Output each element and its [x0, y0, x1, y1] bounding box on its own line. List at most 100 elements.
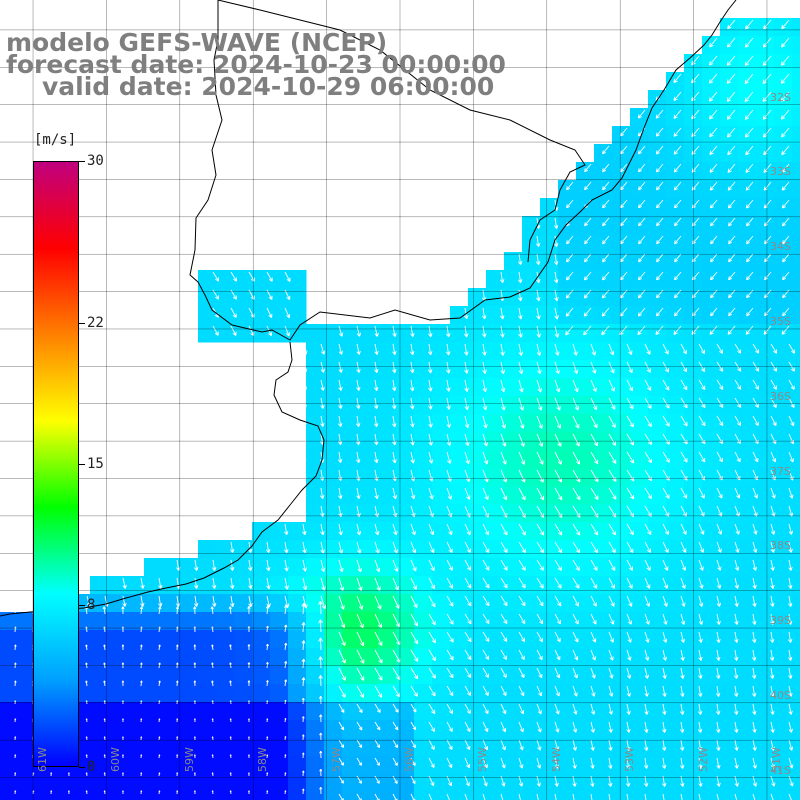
speed-cell — [360, 558, 379, 577]
speed-cell — [468, 738, 487, 757]
speed-cell — [612, 576, 631, 595]
speed-cell — [540, 612, 559, 631]
speed-cell — [270, 738, 289, 757]
speed-cell — [126, 738, 145, 757]
speed-cell — [342, 630, 361, 649]
speed-cell — [720, 630, 739, 649]
speed-cell — [288, 738, 307, 757]
speed-cell — [288, 774, 307, 793]
speed-cell — [522, 666, 541, 685]
speed-cell — [792, 648, 800, 667]
speed-cell — [648, 738, 667, 757]
speed-cell — [378, 684, 397, 703]
speed-cell — [378, 774, 397, 793]
speed-cell — [720, 756, 739, 775]
speed-cell — [504, 630, 523, 649]
speed-cell — [738, 612, 757, 631]
speed-cell — [108, 792, 127, 800]
wind-arrow — [709, 55, 718, 66]
speed-cell — [594, 396, 613, 415]
speed-cell — [162, 684, 181, 703]
speed-cell — [612, 450, 631, 469]
speed-cell — [234, 684, 253, 703]
speed-cell — [684, 738, 703, 757]
speed-cell — [792, 540, 800, 559]
speed-cell — [216, 648, 235, 667]
speed-cell — [234, 576, 253, 595]
colorbar-tick-label: 30 — [87, 153, 104, 169]
speed-cell — [720, 612, 739, 631]
speed-cell — [414, 558, 433, 577]
speed-cell — [360, 504, 379, 523]
wind-arrow — [248, 772, 250, 777]
speed-cell — [684, 756, 703, 775]
speed-cell — [720, 774, 739, 793]
speed-cell — [162, 558, 181, 577]
speed-cell — [792, 252, 800, 271]
speed-cell — [432, 324, 451, 343]
longitude-label: 61W — [36, 747, 50, 772]
speed-cell — [504, 774, 523, 793]
speed-cell — [126, 666, 145, 685]
speed-cell — [288, 702, 307, 721]
speed-cell — [378, 702, 397, 721]
speed-cell — [558, 558, 577, 577]
speed-cell — [342, 450, 361, 469]
speed-cell — [486, 576, 505, 595]
latitude-label: 33S — [770, 165, 791, 179]
speed-cell — [306, 612, 325, 631]
speed-cell — [792, 144, 800, 163]
speed-cell — [648, 450, 667, 469]
speed-cell — [468, 504, 487, 523]
speed-cell — [630, 558, 649, 577]
speed-cell — [126, 576, 145, 595]
speed-cell — [630, 450, 649, 469]
speed-cell — [702, 522, 721, 541]
speed-cell — [756, 396, 775, 415]
speed-cell — [396, 504, 415, 523]
speed-cell — [144, 774, 163, 793]
speed-cell — [216, 738, 235, 757]
speed-cell — [558, 702, 577, 721]
speed-cell — [522, 522, 541, 541]
speed-cell — [612, 486, 631, 505]
speed-cell — [612, 468, 631, 487]
speed-cell — [630, 576, 649, 595]
speed-cell — [270, 540, 289, 559]
speed-cell — [504, 360, 523, 379]
speed-cell — [792, 594, 800, 613]
longitude-label: 53W — [623, 747, 637, 772]
speed-cell — [504, 306, 523, 325]
speed-cell — [126, 594, 145, 613]
speed-cell — [684, 396, 703, 415]
speed-cell — [702, 756, 721, 775]
speed-cell — [630, 702, 649, 721]
speed-cell — [432, 414, 451, 433]
longitude-label: 60W — [109, 747, 123, 772]
speed-cell — [306, 630, 325, 649]
speed-cell — [792, 234, 800, 253]
speed-cell — [18, 738, 37, 757]
speed-cell — [216, 306, 235, 325]
speed-cell — [72, 774, 91, 793]
speed-cell — [738, 648, 757, 667]
speed-cell — [450, 396, 469, 415]
speed-cell — [360, 702, 379, 721]
speed-cell — [720, 666, 739, 685]
speed-cell — [504, 666, 523, 685]
speed-cell — [702, 378, 721, 397]
speed-cell — [738, 738, 757, 757]
speed-cell — [234, 594, 253, 613]
speed-cell — [414, 666, 433, 685]
speed-cell — [216, 756, 235, 775]
speed-cell — [306, 666, 325, 685]
speed-cell — [774, 648, 793, 667]
speed-cell — [180, 612, 199, 631]
speed-cell — [288, 594, 307, 613]
speed-cell — [540, 450, 559, 469]
speed-cell — [450, 702, 469, 721]
speed-cell — [558, 666, 577, 685]
speed-cell — [216, 720, 235, 739]
speed-cell — [288, 630, 307, 649]
